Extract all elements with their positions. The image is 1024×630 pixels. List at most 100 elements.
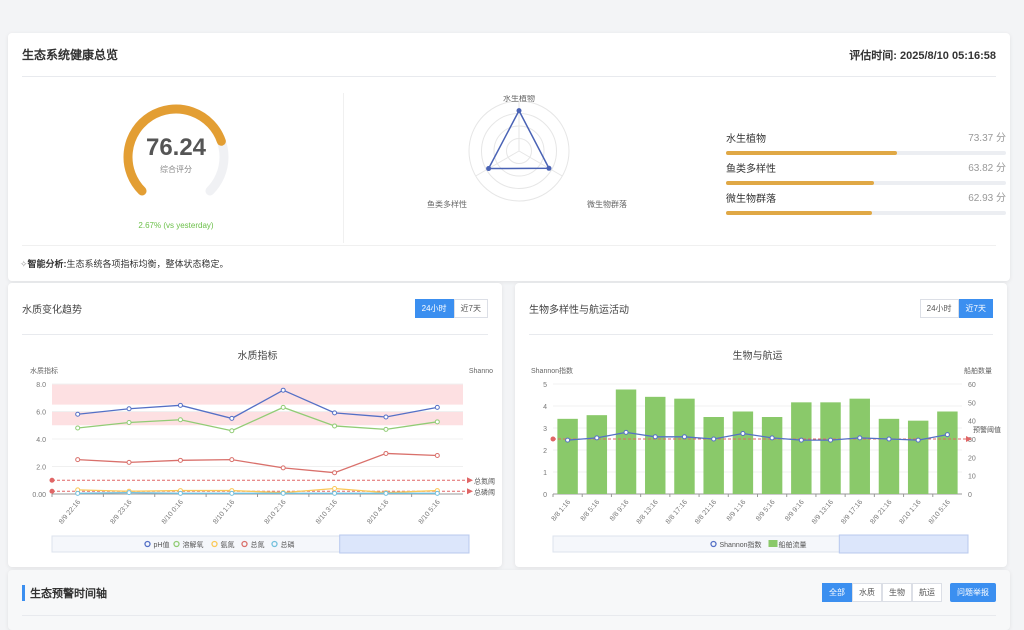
y-tick-label-right: 60: [968, 382, 976, 389]
data-point: [126, 406, 132, 412]
score-bar-track: [726, 151, 1006, 155]
series-line: [77, 452, 438, 474]
tab-7d[interactable]: 近7天: [958, 299, 993, 318]
legend-icon: [710, 540, 717, 548]
radar-axis: [475, 150, 520, 177]
legend-item[interactable]: 船舶流量: [779, 540, 807, 549]
divider: [343, 93, 344, 243]
data-point: [229, 490, 235, 496]
score-bar-row: 微生物群落 62.93 分: [726, 189, 1006, 215]
data-point: [915, 437, 921, 443]
data-point: [332, 410, 338, 416]
data-point: [332, 486, 338, 491]
filter-water[interactable]: 水质: [852, 583, 882, 602]
timeline-card: 生态预警时间轴 全部 水质 生物 航运 问题举报: [8, 570, 1010, 630]
data-point: [434, 453, 440, 458]
y-tick-label: 4.0: [36, 437, 46, 444]
series-line: [77, 487, 438, 494]
series-line: [567, 431, 948, 441]
x-tick-label: 8/8 5:16: [580, 499, 602, 523]
legend-item[interactable]: 总磷: [281, 540, 295, 549]
x-tick-label: 8/10 3:16: [315, 499, 339, 526]
radar-area: [487, 109, 551, 170]
legend-item[interactable]: 总氮: [251, 540, 265, 549]
threshold-label: 总磷阈: [474, 487, 495, 496]
zoom-window: [838, 534, 969, 554]
data-point: [126, 459, 132, 465]
score-bar-fill: [726, 181, 875, 185]
tab-24h[interactable]: 24小时: [414, 299, 454, 318]
data-point: [75, 490, 81, 496]
data-point: [434, 419, 440, 425]
overview-header: 生态系统健康总览 评估时间: 2025/8/10 05:16:58: [22, 33, 996, 77]
y-axis-title: 水质指标: [30, 366, 58, 375]
bar: [761, 417, 783, 494]
data-point: [944, 432, 950, 438]
x-tick-label: 8/9 22:16: [58, 499, 82, 526]
y-tick-label: 3: [543, 426, 547, 433]
data-point: [857, 435, 863, 441]
legend-item[interactable]: Shannon指数: [720, 540, 762, 549]
radar-label: 水生植物: [503, 95, 535, 103]
bar: [849, 398, 870, 494]
threshold-marker: [49, 477, 55, 483]
data-point: [280, 387, 286, 393]
report-issue-button[interactable]: 问题举报: [950, 583, 996, 602]
data-zoom-slider[interactable]: [552, 534, 969, 554]
radar-point: [516, 108, 522, 114]
x-tick-label: 8/8 17:16: [665, 499, 689, 526]
x-tick-label: 8/10 2:16: [264, 499, 288, 526]
legend-item[interactable]: 氨氮: [221, 540, 235, 549]
x-tick-label: 8/9 23:16: [109, 499, 133, 526]
score-bar-value: 62.93 分: [968, 193, 1006, 204]
filter-shipping[interactable]: 航运: [912, 583, 942, 602]
x-tick-label: 8/9 5:16: [755, 499, 777, 523]
bar: [645, 396, 666, 494]
legend-icon: [211, 540, 218, 548]
tab-7d[interactable]: 近7天: [453, 299, 488, 318]
y-tick-label: 0: [543, 492, 547, 499]
score-bar-label: 鱼类多样性: [726, 164, 776, 175]
threshold-marker: [49, 488, 55, 494]
sparkle-icon: ✧: [20, 259, 28, 269]
y-tick-label-right: 40: [968, 419, 976, 426]
filter-bio[interactable]: 生物: [882, 583, 912, 602]
x-tick-label: 8/10 1:16: [212, 499, 236, 526]
analysis-text: 生态系统各项指标均衡，整体状态稳定。: [66, 259, 229, 269]
score-bar-track: [726, 211, 1006, 215]
threshold-label: 预警阈值: [973, 425, 1001, 434]
divider: [22, 245, 996, 246]
x-tick-label: 8/8 21:16: [694, 499, 718, 526]
y-tick-label: 2: [543, 448, 547, 455]
tab-24h[interactable]: 24小时: [919, 299, 959, 318]
y-tick-label: 0.00: [32, 492, 46, 499]
data-point: [280, 465, 286, 471]
data-point: [229, 415, 235, 421]
threshold-label: 总氮阈: [474, 476, 495, 485]
data-point: [75, 425, 81, 431]
score-bar-track: [726, 181, 1006, 185]
score-value: 76.24: [145, 134, 207, 161]
data-zoom-slider[interactable]: [51, 534, 470, 554]
bar: [907, 420, 929, 494]
legend-item[interactable]: pH值: [154, 540, 170, 549]
threshold-arrow: [467, 477, 473, 484]
data-point: [594, 435, 600, 441]
threshold-arrow: [467, 488, 473, 495]
chart-title: 生物与航运: [733, 349, 783, 362]
x-tick-label: 8/10 0:16: [161, 499, 185, 526]
score-bar-label: 微生物群落: [726, 194, 776, 205]
evaluation-time: 评估时间: 2025/8/10 05:16:58: [849, 49, 996, 62]
score-bar-fill: [726, 211, 873, 215]
y-tick-label-right: 50: [968, 400, 976, 407]
data-point: [828, 437, 834, 443]
bar: [674, 398, 695, 494]
data-point: [711, 436, 717, 442]
x-tick-label: 8/9 9:16: [784, 499, 806, 523]
x-tick-label: 8/9 13:16: [811, 499, 835, 526]
y-tick-label: 8.0: [36, 382, 46, 389]
legend-item[interactable]: 溶解氧: [183, 540, 204, 549]
filter-all[interactable]: 全部: [822, 583, 852, 602]
data-point: [75, 457, 81, 463]
analysis-label: 智能分析:: [27, 259, 67, 269]
